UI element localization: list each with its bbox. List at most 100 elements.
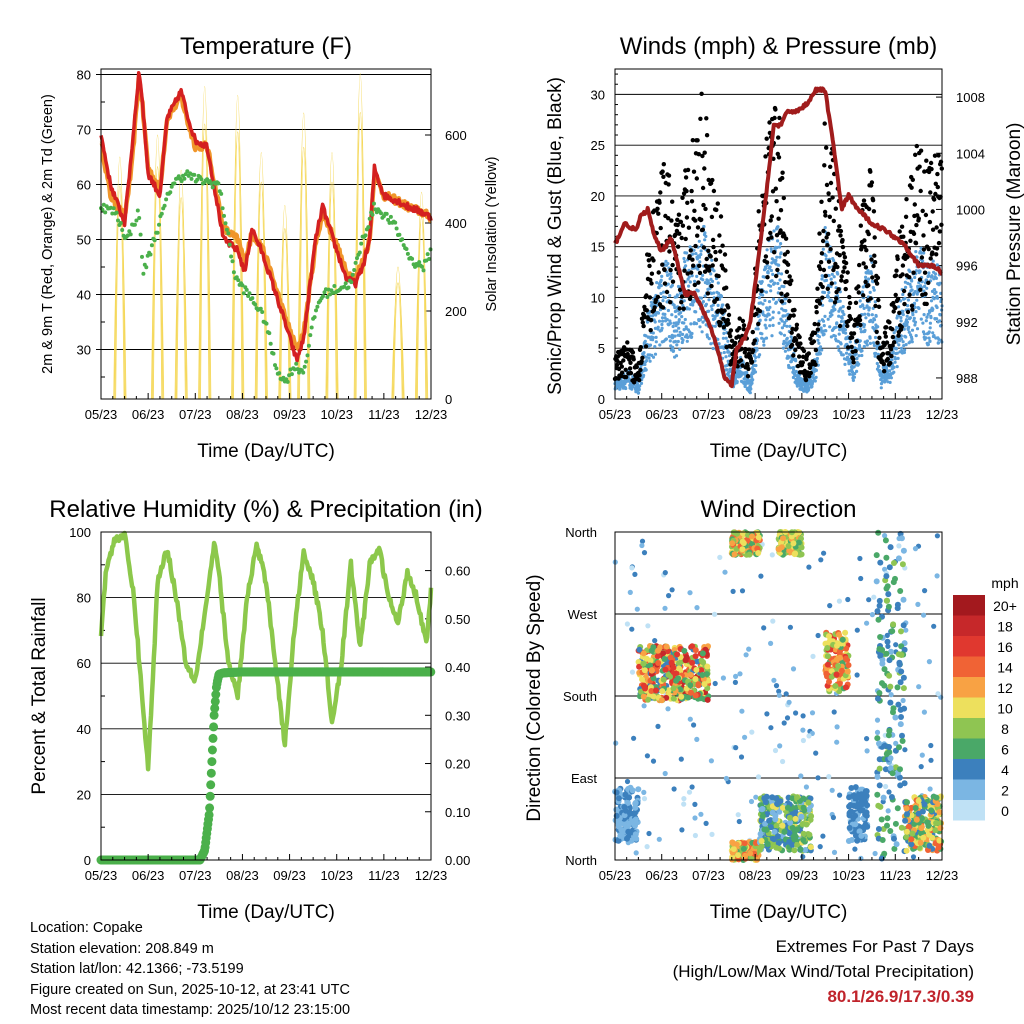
winddir-point <box>632 831 639 838</box>
wind-point <box>680 315 684 319</box>
gust-point <box>722 252 728 257</box>
winddir-point <box>626 820 632 827</box>
wind-point <box>830 272 834 276</box>
dewpoint-point <box>247 291 252 296</box>
wind-point <box>873 354 877 358</box>
wind-point <box>890 358 894 362</box>
gust-point <box>692 282 697 288</box>
winddir-point <box>758 573 764 579</box>
wind-point <box>778 278 782 282</box>
winddir-point <box>931 623 937 629</box>
wind-point <box>820 348 824 352</box>
gust-point <box>893 305 898 311</box>
winddir-point <box>688 689 694 696</box>
wind-point <box>924 336 928 340</box>
gust-point <box>776 216 781 221</box>
gust-point <box>901 234 906 239</box>
gust-point <box>724 285 729 290</box>
wind-point <box>721 336 726 340</box>
winddir-point <box>813 750 819 756</box>
winddir-point <box>679 827 685 833</box>
wind-point <box>754 363 758 368</box>
gust-point <box>773 107 778 112</box>
wind-point <box>696 267 700 271</box>
dewpoint-point <box>294 361 299 366</box>
gust-point <box>884 325 889 330</box>
gust-point <box>920 208 925 214</box>
wind-point <box>896 356 900 360</box>
gust-point <box>825 243 830 248</box>
solar-insolation-peak <box>278 228 292 400</box>
gust-point <box>710 177 715 183</box>
wind-point <box>692 248 696 252</box>
gust-point <box>704 133 710 138</box>
winddir-point <box>854 627 860 633</box>
wind-point <box>687 307 692 311</box>
winddir-point <box>803 784 810 790</box>
wind-point <box>919 251 924 255</box>
winddir-point <box>695 681 702 688</box>
winddir-point <box>653 687 659 694</box>
wind-point <box>753 370 758 374</box>
gust-point <box>828 180 834 186</box>
gust-point <box>882 330 888 335</box>
winddir-point <box>864 736 870 742</box>
dewpoint-point <box>258 306 263 311</box>
solar-insolation-peak <box>198 123 212 400</box>
gust-point <box>696 280 701 285</box>
wind-point <box>681 338 685 342</box>
wind-point <box>757 296 762 300</box>
wind-point <box>675 293 680 297</box>
winddir-point <box>885 643 891 650</box>
wind-point <box>843 362 847 366</box>
gust-point <box>685 167 691 173</box>
winddir-point <box>648 688 655 694</box>
winddir-point <box>882 566 888 572</box>
winddir-point <box>687 682 694 689</box>
wind-point <box>913 305 917 309</box>
wind-point <box>934 290 938 294</box>
gust-point <box>797 334 802 340</box>
solar-insolation-peak <box>113 185 127 400</box>
dewpoint-point <box>195 177 200 182</box>
wind-point <box>768 265 772 269</box>
winddir-point <box>617 832 624 839</box>
gust-point <box>853 300 859 305</box>
wind-point <box>923 284 927 288</box>
wind-point <box>780 319 784 323</box>
gust-point <box>778 208 784 213</box>
gust-point <box>800 360 805 365</box>
wind-point <box>643 362 647 367</box>
gust-point <box>677 306 682 311</box>
wind-point <box>915 292 919 296</box>
wind-point <box>908 282 912 286</box>
winddir-point <box>755 774 762 780</box>
wind-point <box>668 294 672 298</box>
wind-point <box>933 272 938 276</box>
gust-point <box>640 355 645 360</box>
gust-point <box>660 169 665 174</box>
wind-point <box>716 281 720 285</box>
gust-point <box>699 91 704 97</box>
winddir-point <box>821 550 827 556</box>
wind-point <box>871 320 875 324</box>
gust-point <box>739 346 744 351</box>
wind-point <box>839 342 843 346</box>
wind-point <box>725 368 729 372</box>
gust-point <box>648 277 653 283</box>
gust-point <box>922 270 928 275</box>
gust-point <box>691 169 697 174</box>
gust-point <box>619 364 624 369</box>
wind-point <box>748 391 752 395</box>
wind-point <box>779 242 783 246</box>
wind-point <box>657 286 661 290</box>
winddir-point <box>669 587 675 593</box>
gust-point <box>872 260 878 265</box>
winddir-point <box>665 671 672 678</box>
wind-point <box>903 348 907 352</box>
gust-point <box>666 216 671 221</box>
wind-point <box>826 295 831 299</box>
gust-point <box>881 361 886 367</box>
dewpoint-point <box>152 238 157 243</box>
